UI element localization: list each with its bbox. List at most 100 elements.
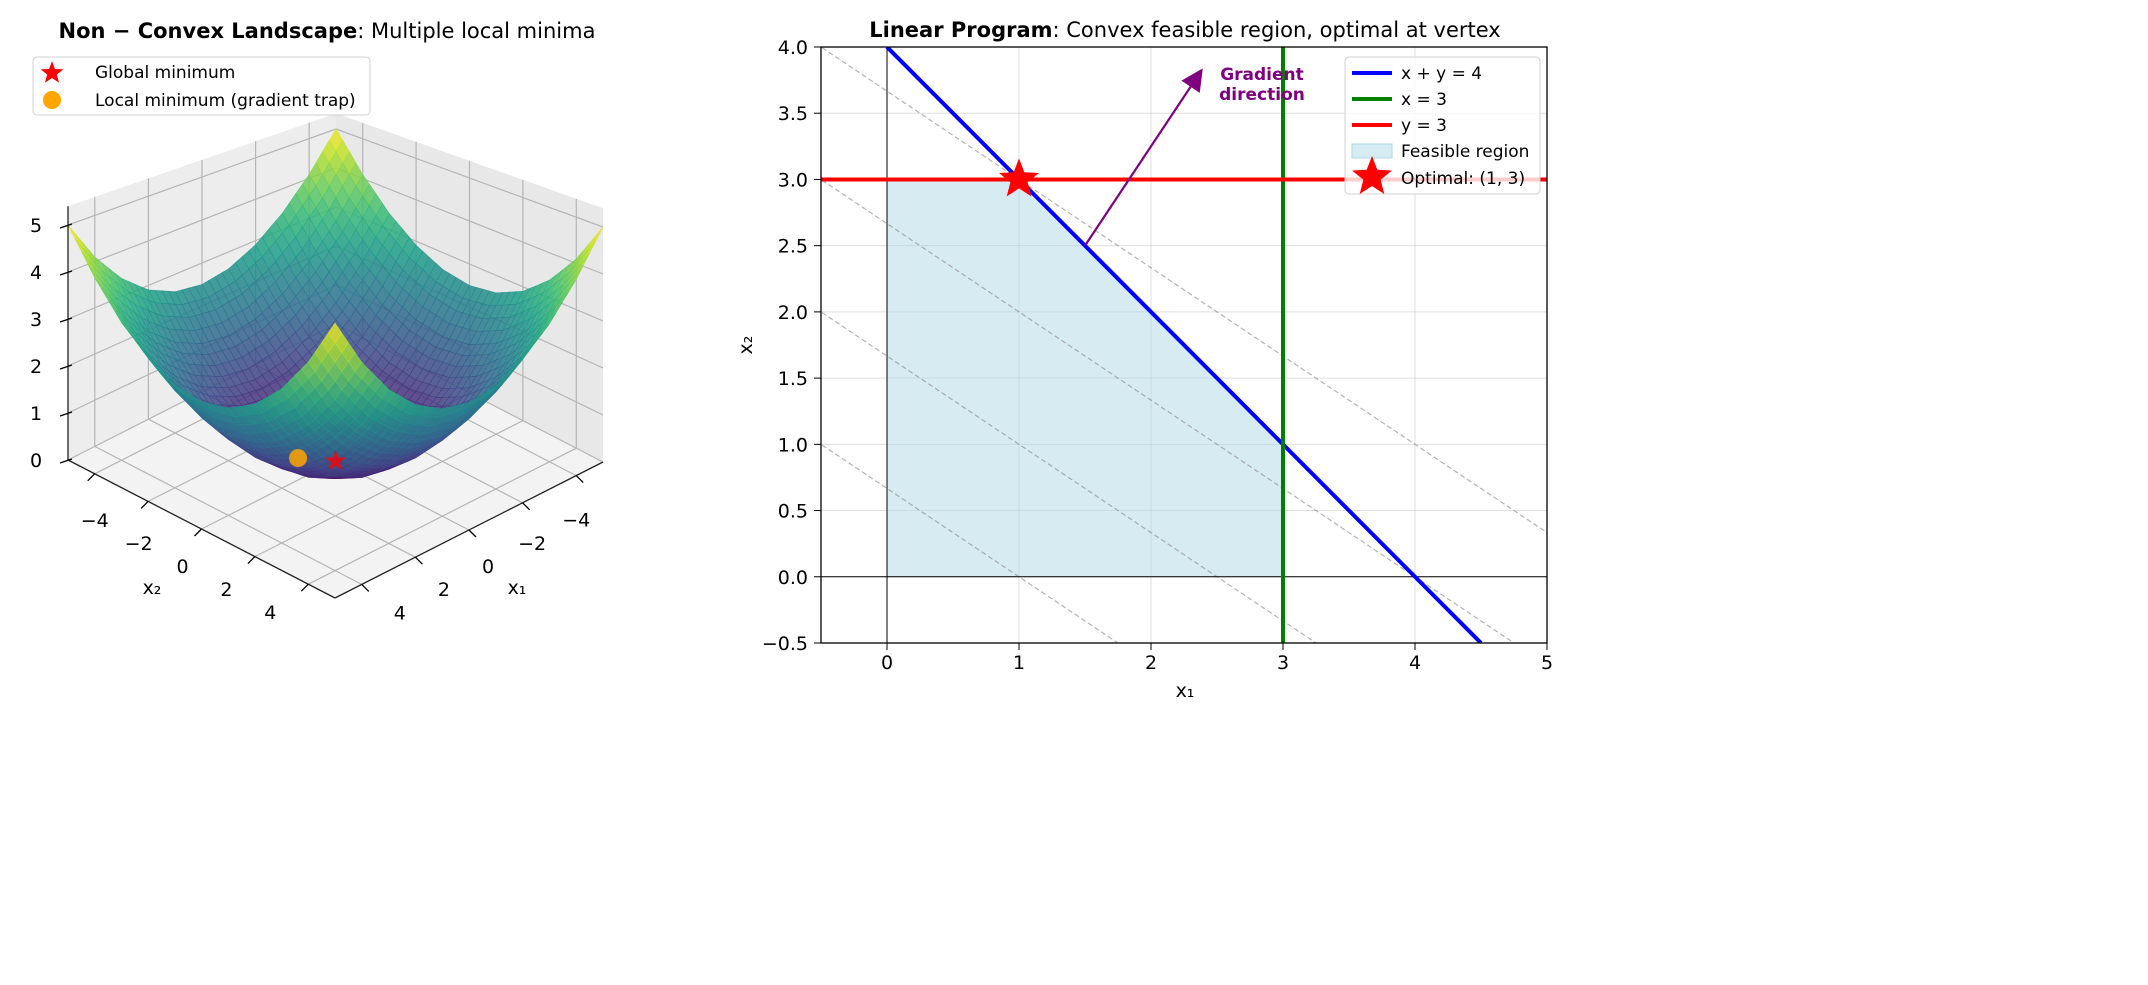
circle-icon	[43, 91, 61, 109]
gradient-arrow	[1084, 68, 1203, 247]
left-title-bold: Non − Convex Landscape	[59, 19, 358, 43]
x-tick-label: 3	[1277, 652, 1289, 674]
surface-plot: 0 1 2 3 4 5 −4 −2 0 2 4 −4 −2 0 2 4 Non − Convex Landsc…	[30, 19, 604, 624]
y-tick-label: 2.5	[778, 236, 808, 258]
gridline	[254, 420, 524, 558]
legend-x-plus-y: x + y = 4	[1401, 64, 1482, 84]
legend-swatch-feasible	[1351, 143, 1393, 159]
right-title-rest: : Convex feasible region, optimal at ver…	[1053, 18, 1501, 42]
x1-tick-label: 2	[438, 579, 450, 601]
z-tick	[59, 411, 73, 417]
surface	[67, 128, 604, 480]
x1-tick	[522, 502, 531, 511]
legend-feasible-region: Feasible region	[1401, 142, 1529, 162]
minimum-markers	[289, 449, 346, 470]
x1-tick	[361, 583, 370, 592]
x1-tick-label: −4	[562, 510, 590, 532]
x-tick-label: 5	[1541, 652, 1553, 674]
left-legend: Global minimum Local minimum (gradient t…	[32, 56, 371, 116]
arrow-head	[1181, 68, 1203, 93]
z-tick	[59, 223, 73, 229]
linear-program-plot: 0 1 2 3 4 5 −0.5 0.0 0.5 1.0 1.5 2.0 2.5 3.0 3.5 4.0 Gr…	[735, 18, 1553, 702]
local-minimum-marker	[289, 449, 308, 468]
star-icon	[40, 61, 64, 83]
x2-tick	[247, 556, 256, 565]
z-tick	[59, 458, 73, 464]
y-tick-label: 2.0	[778, 302, 808, 324]
x2-tick	[87, 473, 96, 482]
gridline	[67, 128, 337, 226]
left-legend-box	[32, 56, 371, 116]
z-tick-label: 1	[30, 403, 42, 425]
legend-y-eq-3: y = 3	[1401, 116, 1447, 136]
y-tick-label: 1.5	[778, 368, 808, 390]
ticks: 0 1 2 3 4 5 −0.5 0.0 0.5 1.0 1.5 2.0 2.5 3.0 3.5 4.0	[762, 37, 1553, 674]
x2-tick-label: −4	[81, 510, 109, 532]
left-ylabel: x₂	[143, 577, 162, 599]
legend-x-eq-3: x = 3	[1401, 90, 1447, 110]
x-tick-label: 2	[1145, 652, 1157, 674]
legend-optimal: Optimal: (1, 3)	[1401, 169, 1525, 189]
z-tick-label: 4	[30, 262, 42, 284]
left-title: Non − Convex Landscape: Multiple local m…	[59, 19, 596, 43]
x1-tick-label: −2	[518, 533, 546, 555]
y-tick-label: 0.5	[778, 501, 808, 523]
gridline	[335, 128, 604, 228]
gridline	[335, 167, 604, 275]
x1-tick	[468, 529, 477, 538]
y-tick-label: 1.0	[778, 434, 808, 456]
z-tick	[59, 270, 73, 276]
surface-facet	[327, 322, 343, 344]
legend-local-minimum: Local minimum (gradient trap)	[95, 91, 356, 111]
gridline	[308, 447, 577, 585]
right-xlabel: x₁	[1176, 680, 1195, 702]
x2-tick-label: 0	[176, 556, 188, 578]
right-legend-box	[1344, 56, 1541, 195]
constraint-line	[885, 47, 1483, 643]
x1-tick-label: 0	[482, 556, 494, 578]
y-tick-label: −0.5	[762, 633, 808, 655]
z-tick-label: 2	[30, 356, 42, 378]
x2-tick	[194, 528, 202, 537]
right-title: Linear Program: Convex feasible region, …	[869, 18, 1500, 42]
legend-global-minimum: Global minimum	[95, 63, 235, 83]
y-tick-label: 0.0	[778, 567, 808, 589]
x1-tick	[575, 475, 584, 484]
x2-tick	[300, 583, 309, 592]
left-title-rest: : Multiple local minima	[357, 19, 595, 43]
objective-contour-line	[821, 311, 1318, 643]
x-tick-label: 4	[1409, 652, 1421, 674]
x2-tick-label: 2	[220, 579, 232, 601]
feasible-region	[887, 179, 1283, 577]
y-tick-label: 4.0	[778, 37, 808, 59]
z-tick	[59, 364, 73, 370]
x1-tick	[414, 556, 423, 565]
z-tick-label: 0	[30, 450, 42, 472]
right-title-bold: Linear Program	[869, 18, 1052, 42]
x2-tick-label: −2	[125, 533, 153, 555]
gradient-label-line2: direction	[1219, 85, 1305, 105]
plot-frame	[820, 46, 1548, 644]
y-tick-label: 3.5	[778, 103, 808, 125]
y-tick-label: 3.0	[778, 169, 808, 191]
right-legend: x + y = 4 x = 3 y = 3 Feasible region Op…	[1344, 56, 1541, 195]
x1-tick-label: 4	[394, 602, 406, 624]
optimal-star-marker	[999, 158, 1039, 197]
axes-3d: 0 1 2 3 4 5 −4 −2 0 2 4 −4 −2 0 2 4	[30, 206, 604, 624]
x-tick-label: 0	[881, 652, 893, 674]
x-tick-label: 1	[1013, 652, 1025, 674]
z-tick-label: 3	[30, 309, 42, 331]
z-tick-label: 5	[30, 215, 42, 237]
x2-tick	[140, 500, 149, 509]
right-ylabel: x₂	[735, 336, 757, 355]
gridline	[67, 167, 337, 273]
global-minimum-marker	[325, 450, 346, 470]
x2-tick-label: 4	[264, 602, 276, 624]
objective-contour-line	[821, 47, 1547, 534]
star-icon	[1352, 156, 1392, 194]
arrow-shaft	[1084, 86, 1192, 247]
left-xlabel: x₁	[508, 577, 527, 599]
gradient-label-line1: Gradient	[1220, 65, 1304, 85]
z-tick	[59, 317, 73, 323]
